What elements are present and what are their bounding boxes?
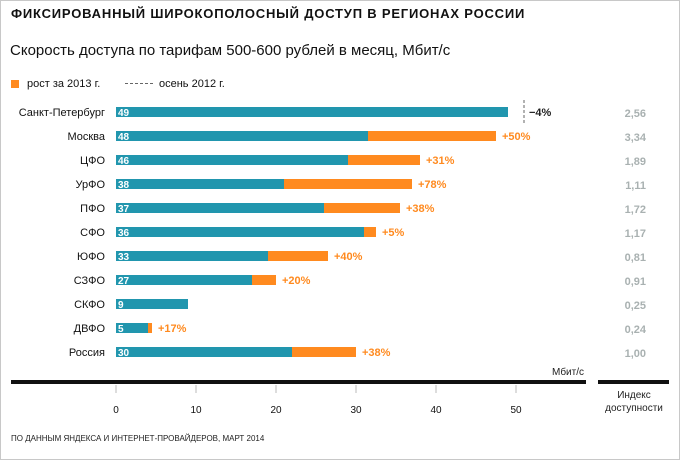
bar-base [116,155,348,165]
bar-growth [324,203,400,213]
value-label: 37 [118,204,130,215]
category-label: СЗФО [74,275,106,287]
value-label: 30 [118,348,130,359]
bar-base [116,107,508,117]
legend-autumn-2012: осень 2012 г. [125,78,225,90]
category-label: Москва [67,131,105,143]
x-tick-label: 40 [430,405,442,416]
access-index-value: 1,89 [625,156,646,168]
access-index-value: 1,72 [625,204,646,216]
value-label: 36 [118,228,130,239]
category-label: СФО [80,227,105,239]
bar-growth [252,275,276,285]
bar-growth [368,131,496,141]
category-label: ЮФО [77,251,105,263]
index-header: доступности [605,403,663,414]
x-tick-label: 50 [510,405,522,416]
access-index-value: 1,00 [625,348,646,360]
legend-growth-label: рост за 2013 г. [27,78,101,90]
bar-base [116,179,284,189]
bar-base [116,131,368,141]
bar-base [116,299,188,309]
chart-subtitle: Скорость доступа по тарифам 500-600 рубл… [10,42,451,59]
growth-label: +20% [282,275,311,287]
growth-label: +38% [362,347,391,359]
chart-title: ФИКСИРОВАННЫЙ ШИРОКОПОЛОСНЫЙ ДОСТУП В РЕ… [11,6,526,21]
value-label: 46 [118,156,130,167]
index-header: Индекс [617,390,651,401]
bar-growth [268,251,328,261]
growth-label: +17% [158,323,187,335]
bar-growth [148,323,152,333]
x-tick-label: 0 [113,405,119,416]
bar-base [116,323,148,333]
legend-autumn-label: осень 2012 г. [159,78,225,90]
value-label: 48 [118,132,130,143]
value-label: 38 [118,180,130,191]
x-tick-label: 20 [270,405,282,416]
value-label: 49 [118,108,130,119]
bar-growth [292,347,356,357]
bar-base [116,251,268,261]
x-tick-label: 30 [350,405,362,416]
bar-growth [364,227,376,237]
bar-base [116,347,292,357]
category-label: ПФО [80,203,105,215]
x-tick-label: 10 [190,405,202,416]
category-label: УрФО [75,179,105,191]
value-label: 9 [118,300,124,311]
access-index-value: 0,25 [625,300,646,312]
legend-growth: рост за 2013 г. [11,78,100,90]
growth-label: +50% [502,131,531,143]
category-label: СКФО [74,299,105,311]
access-index-value: 1,17 [625,228,646,240]
value-label: 33 [118,252,130,263]
bar-growth [284,179,412,189]
growth-label: +38% [406,203,435,215]
legend-swatch-growth [11,80,19,88]
access-index-value: 0,81 [625,252,646,264]
growth-label: +5% [382,227,405,239]
legend-dash [125,83,153,84]
category-label: ЦФО [80,155,106,167]
access-index-value: 0,91 [625,276,646,288]
bar-base [116,203,324,213]
source-note: ПО ДАННЫМ ЯНДЕКСА И ИНТЕРНЕТ-ПРОВАЙДЕРОВ… [11,434,265,443]
value-label: 27 [118,276,130,287]
access-index-value: 2,56 [625,108,646,120]
growth-label: +78% [418,179,447,191]
x-axis-unit: Мбит/с [552,366,584,378]
category-label: ДВФО [74,323,106,335]
bar-growth [348,155,420,165]
category-label: Санкт-Петербург [19,107,105,119]
category-label: Россия [69,347,105,359]
access-index-value: 3,34 [625,132,647,144]
access-index-value: 1,11 [625,180,646,192]
growth-label: +31% [426,155,455,167]
access-index-value: 0,24 [625,324,647,336]
growth-label: +40% [334,251,363,263]
growth-label: −4% [529,107,552,119]
bar-base [116,275,252,285]
bar-base [116,227,364,237]
value-label: 5 [118,324,124,335]
